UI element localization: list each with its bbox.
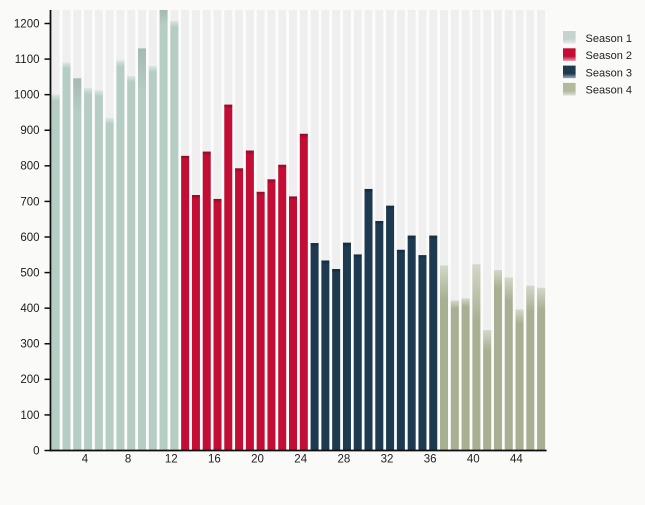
svg-text:24: 24 — [294, 454, 307, 466]
svg-text:40: 40 — [467, 454, 480, 466]
svg-text:Season 3: Season 3 — [586, 67, 632, 79]
svg-text:100: 100 — [20, 410, 39, 422]
svg-text:800: 800 — [20, 161, 39, 173]
svg-text:0: 0 — [33, 445, 39, 457]
svg-text:600: 600 — [20, 232, 39, 244]
svg-text:900: 900 — [20, 125, 39, 137]
svg-text:500: 500 — [20, 267, 39, 279]
svg-text:20: 20 — [251, 454, 264, 466]
svg-text:Season 4: Season 4 — [586, 85, 632, 97]
svg-text:4: 4 — [82, 454, 89, 466]
svg-text:28: 28 — [337, 454, 350, 466]
svg-text:1200: 1200 — [14, 18, 40, 30]
svg-text:12: 12 — [165, 454, 178, 466]
svg-text:36: 36 — [424, 454, 437, 466]
svg-text:700: 700 — [20, 196, 39, 208]
svg-text:300: 300 — [20, 339, 39, 351]
svg-text:44: 44 — [510, 454, 523, 466]
svg-text:1000: 1000 — [14, 90, 40, 102]
svg-text:8: 8 — [125, 454, 131, 466]
svg-text:Season 1: Season 1 — [586, 33, 632, 45]
svg-text:1100: 1100 — [15, 54, 40, 66]
svg-text:32: 32 — [381, 454, 394, 466]
svg-text:400: 400 — [20, 303, 39, 315]
svg-text:Season 2: Season 2 — [586, 50, 632, 62]
svg-text:200: 200 — [20, 374, 39, 386]
svg-text:16: 16 — [208, 454, 221, 466]
